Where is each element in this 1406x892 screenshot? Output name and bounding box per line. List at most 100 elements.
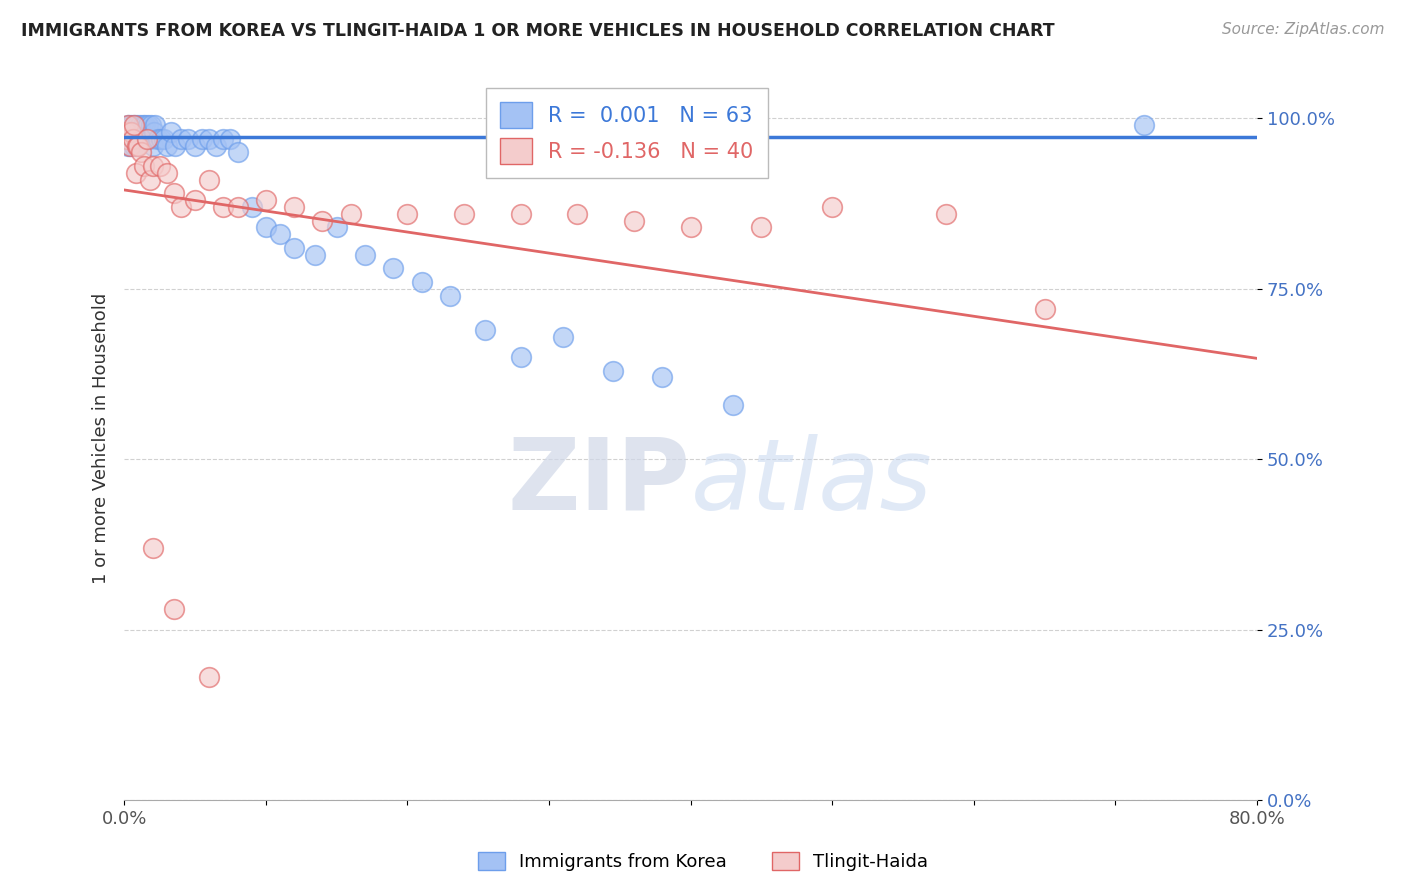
Point: [121, 132, 143, 146]
Point: [124, 166, 146, 180]
Point: [114, 125, 136, 139]
Point: [325, 220, 347, 235]
Text: Source: ZipAtlas.com: Source: ZipAtlas.com: [1222, 22, 1385, 37]
Point: [156, 138, 179, 153]
Point: [131, 118, 153, 132]
Point: [117, 118, 139, 132]
Point: [132, 132, 155, 146]
Point: [156, 166, 179, 180]
Point: [122, 118, 145, 132]
Point: [129, 145, 152, 160]
Point: [198, 132, 221, 146]
Point: [453, 207, 475, 221]
Point: [121, 132, 143, 146]
Text: IMMIGRANTS FROM KOREA VS TLINGIT-HAIDA 1 OR MORE VEHICLES IN HOUSEHOLD CORRELATI: IMMIGRANTS FROM KOREA VS TLINGIT-HAIDA 1…: [21, 22, 1054, 40]
Point: [128, 118, 150, 132]
Point: [411, 275, 433, 289]
Point: [141, 541, 163, 555]
Point: [135, 132, 157, 146]
Point: [170, 132, 193, 146]
Point: [934, 207, 956, 221]
Text: ZIP: ZIP: [508, 434, 690, 531]
Point: [145, 118, 167, 132]
Point: [139, 118, 162, 132]
Point: [1033, 302, 1056, 317]
Point: [118, 138, 141, 153]
Point: [240, 200, 263, 214]
Point: [141, 159, 163, 173]
Point: [163, 602, 186, 616]
Point: [141, 138, 163, 153]
Legend: R =  0.001   N = 63, R = -0.136   N = 40: R = 0.001 N = 63, R = -0.136 N = 40: [486, 87, 768, 178]
Point: [136, 118, 159, 132]
Point: [283, 241, 305, 255]
Point: [135, 132, 157, 146]
Point: [679, 220, 702, 235]
Point: [120, 118, 142, 132]
Point: [382, 261, 405, 276]
Point: [219, 132, 242, 146]
Y-axis label: 1 or more Vehicles in Household: 1 or more Vehicles in Household: [93, 293, 110, 584]
Point: [205, 138, 228, 153]
Point: [149, 159, 172, 173]
Point: [567, 207, 589, 221]
Point: [821, 200, 844, 214]
Point: [122, 118, 145, 132]
Point: [138, 132, 160, 146]
Point: [117, 138, 139, 153]
Point: [602, 364, 624, 378]
Point: [138, 172, 160, 186]
Point: [127, 125, 149, 139]
Point: [509, 350, 531, 364]
Point: [124, 132, 146, 146]
Point: [283, 200, 305, 214]
Point: [121, 125, 143, 139]
Point: [553, 329, 575, 343]
Point: [474, 323, 496, 337]
Point: [150, 132, 173, 146]
Point: [153, 132, 176, 146]
Point: [124, 125, 146, 139]
Point: [439, 288, 461, 302]
Point: [1132, 118, 1154, 132]
Point: [651, 370, 673, 384]
Point: [125, 138, 148, 153]
Point: [127, 132, 149, 146]
Text: atlas: atlas: [690, 434, 932, 531]
Point: [226, 200, 249, 214]
Legend: Immigrants from Korea, Tlingit-Haida: Immigrants from Korea, Tlingit-Haida: [470, 845, 936, 879]
Point: [120, 138, 142, 153]
Point: [254, 220, 277, 235]
Point: [177, 132, 200, 146]
Point: [160, 125, 183, 139]
Point: [191, 132, 214, 146]
Point: [120, 125, 142, 139]
Point: [396, 207, 419, 221]
Point: [114, 125, 136, 139]
Point: [751, 220, 773, 235]
Point: [129, 125, 152, 139]
Point: [184, 193, 207, 207]
Point: [122, 138, 145, 153]
Point: [721, 398, 744, 412]
Point: [212, 132, 235, 146]
Point: [354, 248, 377, 262]
Point: [142, 125, 165, 139]
Point: [304, 248, 326, 262]
Point: [127, 138, 149, 153]
Point: [132, 159, 155, 173]
Point: [115, 132, 138, 146]
Point: [129, 132, 152, 146]
Point: [623, 213, 645, 227]
Point: [125, 118, 148, 132]
Point: [198, 172, 221, 186]
Point: [212, 200, 235, 214]
Point: [198, 671, 221, 685]
Point: [339, 207, 361, 221]
Point: [115, 132, 138, 146]
Point: [117, 118, 139, 132]
Point: [170, 200, 193, 214]
Point: [165, 138, 187, 153]
Point: [163, 186, 186, 201]
Point: [148, 132, 170, 146]
